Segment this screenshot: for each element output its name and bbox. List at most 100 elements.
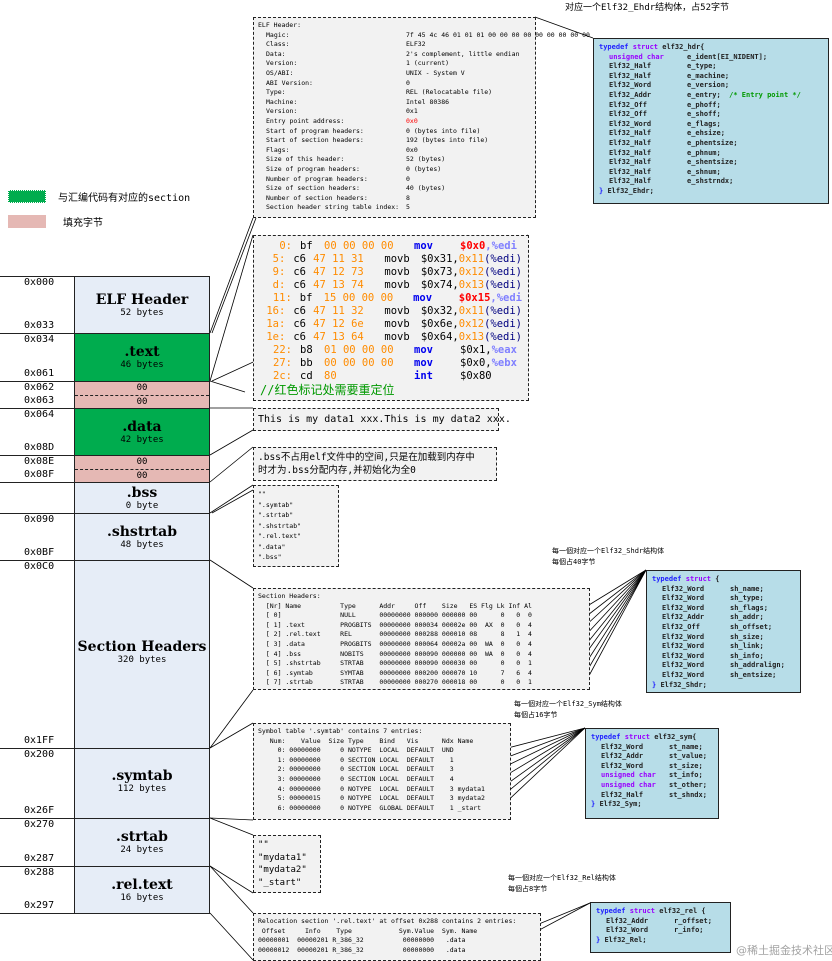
mapping-line <box>583 569 647 638</box>
disasm-row: 2c: cd 80 int $0x80 <box>260 370 522 383</box>
field-name: e_machine; <box>687 71 730 80</box>
opcode-byte: c6 <box>293 279 306 291</box>
field-name: sh_addralign; <box>730 661 785 670</box>
field-type: Elf32_Word <box>662 632 705 641</box>
source-operand: $0x0, <box>460 357 492 369</box>
block-start-address: 0x062 <box>24 382 55 393</box>
address-divider <box>0 748 74 749</box>
field-label: Data: <box>266 49 286 58</box>
mapping-line <box>499 727 586 770</box>
offset: 0x12 <box>458 318 485 330</box>
struct-field: Elf32_Word sh_info; <box>652 652 795 662</box>
field-label: ABI Version: <box>266 78 313 87</box>
mapping-line <box>583 569 647 648</box>
field-type: Elf32_Word <box>609 119 652 128</box>
field-type: Elf32_Word <box>662 642 705 651</box>
data-section-text: This is my data1 xxx.This is my data2 xx… <box>253 408 511 431</box>
field-name: st_size; <box>669 761 703 770</box>
typedef-keyword: typedef <box>591 733 621 741</box>
struct-field: Elf32_Addr st_value; <box>591 752 713 762</box>
memory-block: .symtab 112 bytes <box>74 748 210 819</box>
string-entry: ".shstrtab" <box>258 521 302 530</box>
mnemonic: movb <box>384 305 410 317</box>
block-end-address: 0x033 <box>24 320 55 331</box>
block-name: .rel.text <box>111 876 173 893</box>
struct-field: Elf32_Half e_machine; <box>599 72 823 82</box>
string-entry: "mydata1" <box>258 852 307 863</box>
string-entry: ".rel.text" <box>258 532 302 540</box>
field-name: e_shnum; <box>687 167 721 176</box>
field-value: 5 <box>406 203 410 212</box>
memory-block: .rel.text 16 bytes <box>74 866 210 914</box>
opcode-byte: c6 <box>293 318 306 330</box>
field-value: 0 (bytes into file) <box>406 126 481 135</box>
memory-block: 00 00 <box>74 455 210 483</box>
elf-header-row: Size of section headers: 40 (bytes) <box>258 184 531 194</box>
mnemonic: movb <box>384 331 410 343</box>
struct-footer: } Elf32_Rel; <box>596 936 725 946</box>
elf-header-row: Size of program headers: 0 (bytes) <box>258 165 531 175</box>
string-entry: ".bss" <box>258 553 282 561</box>
instr-address: 1e: <box>266 331 286 343</box>
struct-tag: { <box>715 575 720 583</box>
string-entry: ".strtab" <box>258 511 294 519</box>
block-size: 52 bytes <box>120 307 164 318</box>
elf-header-row: Number of program headers: 0 <box>258 175 531 185</box>
mapping-line <box>583 569 647 686</box>
opcode-byte: c6 <box>293 266 306 278</box>
field-comment: /* Entry point */ <box>729 90 801 99</box>
shstrtab-strings: "" ".symtab" ".strtab" ".shstrtab" ".rel.tex… <box>253 485 339 567</box>
legend-green-label: 与汇编代码有对应的section <box>58 193 191 204</box>
mnemonic: int <box>414 370 433 382</box>
memory-block: .shstrtab 48 bytes <box>74 513 210 561</box>
operand-bytes: 47 13 64 <box>313 331 364 343</box>
field-name: e_phentsize; <box>687 138 738 147</box>
disasm-row: 11: bf 15 00 00 00 mov $0x15, %edi <box>260 292 522 305</box>
opcode-byte: bf <box>300 240 313 252</box>
field-type: Elf32_Word <box>662 651 705 660</box>
memory-block: .bss 0 byte <box>74 482 210 514</box>
field-value: 0 (bytes) <box>406 164 442 173</box>
field-value: UNIX - System V <box>406 68 465 77</box>
field-value: 7f 45 4c 46 01 01 01 00 00 00 00 00 00 0… <box>406 30 590 39</box>
block-name: ELF Header <box>95 291 189 308</box>
bss-note: .bss不占用elf文件中的空间,只是在加载到内存中 时才为.bss分配内存,并… <box>253 447 497 481</box>
field-type: unsigned char <box>601 780 656 789</box>
struct-tag: elf32_sym{ <box>654 733 697 741</box>
dest-operand: %ebx <box>491 357 517 369</box>
field-type: Elf32_Word <box>601 761 644 770</box>
field-value: 8 <box>406 193 410 202</box>
string-entry: "mydata2" <box>258 865 307 875</box>
block-end-address: 0x08D <box>24 442 55 453</box>
field-name: sh_type; <box>730 594 764 603</box>
field-label: Version: <box>266 59 298 68</box>
dest-operand: (%edi) <box>484 318 522 330</box>
instr-address: 5: <box>272 253 286 265</box>
operand-bytes: 80 <box>324 370 337 382</box>
field-value: REL (Relocatable file) <box>406 88 493 97</box>
disasm-row: 22: b8 01 00 00 00 mov $0x1, %eax <box>260 344 522 357</box>
field-name: sh_link; <box>730 642 764 651</box>
field-label: Flags: <box>266 145 290 154</box>
mapping-line <box>499 727 586 761</box>
block-end-address: 0x1FF <box>24 735 55 746</box>
field-type: Elf32_Off <box>609 100 647 109</box>
field-name: st_info; <box>669 771 703 780</box>
block-name: .shstrtab <box>107 523 177 540</box>
legend-green-swatch <box>8 190 46 203</box>
disasm-row: 0: bf 00 00 00 00 mov $0x0, %edi <box>260 240 522 253</box>
field-name: e_phnum; <box>687 148 721 157</box>
source-operand: $0x31, <box>420 253 459 265</box>
struct-typename: Elf32_Shdr; <box>660 680 707 689</box>
field-name: sh_name; <box>730 584 764 593</box>
block-start-address: 0x090 <box>24 514 55 525</box>
address-divider <box>0 913 74 914</box>
source-operand: $0x15 <box>458 292 491 304</box>
struct-footer: } Elf32_Shdr; <box>652 681 795 691</box>
elf32-sym-struct: typedef struct elf32_sym{Elf32_Word st_na… <box>585 728 719 819</box>
address-divider <box>0 513 74 514</box>
operand-bytes: 00 00 00 00 <box>324 357 394 369</box>
elf-header-row: Machine: Intel 80386 <box>258 98 531 108</box>
struct-field: Elf32_Half e_shentsize; <box>599 158 823 168</box>
